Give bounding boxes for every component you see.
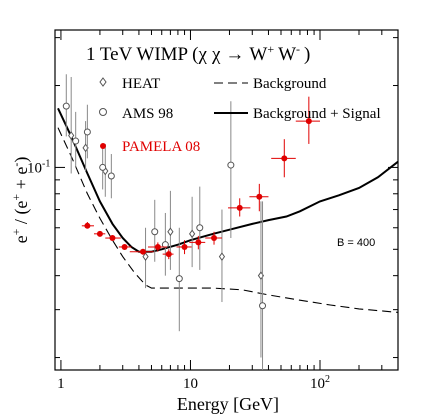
pamela-08-point [176,240,192,255]
pamela-08-marker [139,248,146,255]
heat-point [142,227,149,289]
legend-ams-label: AMS 98 [122,106,173,122]
model-curves [57,107,399,313]
pamela-08-point [93,230,106,237]
x-tick-label: 10 [183,376,198,392]
legend-signal-label: Background + Signal [253,106,381,122]
ams-98-point [161,212,169,276]
pamela-08-point [271,139,296,178]
heat-point [189,196,196,268]
legend: HEAT AMS 98 PAMELA 08 Background Backgro… [99,76,381,155]
legend-background-label: Background [253,76,327,92]
pamela-08-point [81,221,94,229]
legend-heat-marker [99,77,107,87]
pamela-08-marker [154,243,161,250]
legend-pamela-marker [100,143,106,149]
ams-98-point [62,74,70,137]
annotation-b: B = 400 [337,237,375,249]
pamela-08-marker [211,235,218,242]
pamela-08-marker [281,155,288,162]
pamela-08-point [105,235,121,242]
pamela-08-point [189,235,206,250]
ams-98-marker [62,102,70,110]
ams-98-point [151,199,159,262]
pamela-08-marker [109,235,116,242]
ams-98-point [259,201,267,370]
pamela-08-marker [165,251,172,258]
ams-98-marker [99,163,107,171]
pamela-08-point [228,198,251,217]
ams-98-marker [175,275,183,283]
chart-title: 1 TeV WIMP (χ χ → W+ W-) [86,42,310,65]
legend-ams-marker [99,108,107,116]
axis-ticks [55,30,399,370]
pamela-08-point [295,96,321,144]
ams-98-point [196,186,204,270]
heat-marker [68,131,75,140]
pamela-08-marker [305,118,312,125]
pamela-08-point [249,183,269,212]
heat-marker [167,227,174,237]
ams-98-marker [196,224,204,232]
pamela-08-point [118,243,132,250]
ams-98-point [107,154,115,199]
background-signal-curve [57,107,399,253]
legend-pamela-label: PAMELA 08 [122,139,200,155]
pamela-08-point [205,231,222,245]
pamela-08-point [147,242,168,252]
heat-point [167,190,174,270]
ams-98-point [72,111,80,168]
plot-frame [54,29,399,371]
pamela-08-point [129,248,154,255]
ams-98-marker [227,161,235,169]
data-points [62,74,321,370]
background-curve [57,127,399,313]
x-tick-label: 102 [310,374,330,392]
pamela-08-marker [256,193,263,200]
heat-marker [218,252,226,261]
pamela-08-marker [195,239,202,246]
pamela-08-marker [96,230,103,237]
pamela-08-marker [121,243,128,250]
pamela-08-marker [84,222,91,229]
tick-labels: 1 10 102 10-1 [27,158,330,392]
ams-98-marker [107,172,115,180]
heat-marker [189,229,196,239]
ams-98-marker [83,128,91,136]
ams-98-marker [259,302,267,310]
pamela-08-marker [236,204,243,211]
heat-point [218,209,226,303]
legend-heat-label: HEAT [122,76,160,92]
x-tick-label: 1 [57,376,65,392]
ams-98-marker [161,241,169,249]
ams-98-point [227,101,235,239]
ams-98-point [175,227,183,332]
ams-98-point [83,104,91,159]
pamela-08-point [162,249,174,260]
ams-98-point [99,143,107,190]
ams-98-marker [151,228,159,236]
heat-marker [142,252,149,261]
ams-98-marker [72,137,80,145]
heat-point [68,76,75,174]
y-tick-label: 10-1 [27,158,50,176]
y-axis-title: e+ / (e+ + e-) [9,157,32,244]
pamela-08-marker [181,243,188,250]
x-axis-title: Energy [GeV] [177,394,279,414]
